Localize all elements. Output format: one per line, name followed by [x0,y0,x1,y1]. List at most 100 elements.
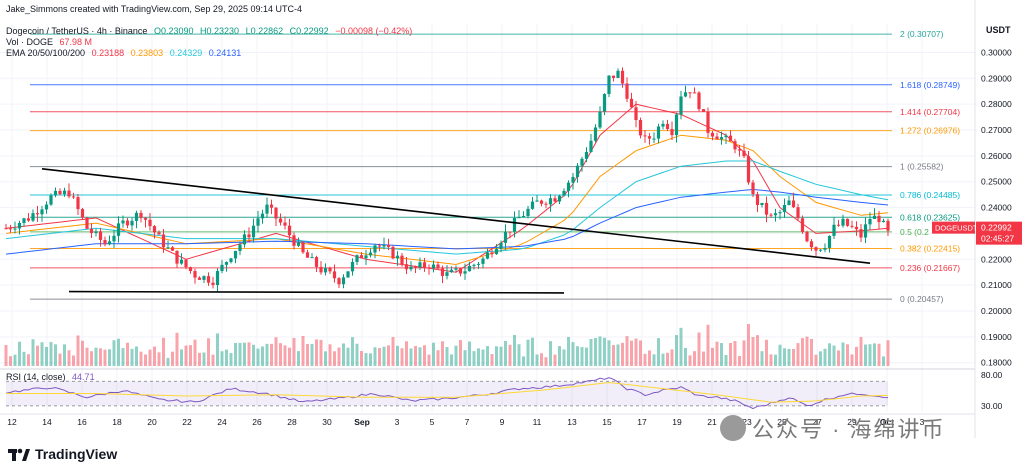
volume-bar [774,354,777,366]
candle-body [256,218,260,226]
candle-body [107,241,112,245]
candle [872,208,877,220]
candle-body [544,203,548,205]
candle [161,229,166,253]
candle-body [737,149,742,151]
candle [211,276,215,289]
volume-bar [468,341,471,366]
ema-lines [5,103,889,273]
volume-bar [666,352,669,366]
candle-body [832,224,836,236]
candle [260,209,265,224]
time-tick-label: 14 [42,417,52,427]
candle [98,227,103,247]
candle [215,268,220,293]
candle [598,106,602,130]
volume-bar [351,337,354,366]
volume-bar [153,346,156,366]
candle-body [301,242,305,253]
candle-body [152,226,157,233]
candle [683,85,688,98]
volume-bar [58,353,62,366]
volume-bar [621,342,624,366]
volume-bar [90,351,93,366]
volume-bar [13,354,17,366]
candle-body [526,208,530,217]
volume-bar [441,341,444,366]
rsi-line [5,377,889,410]
candle [337,276,341,289]
volume-bar [886,340,890,366]
rsi-ma-line [6,381,889,403]
ohlc-high: H0.23230 [200,26,240,36]
volume-bar [211,354,215,366]
candle [503,224,508,250]
candle [283,216,287,230]
ema-line[interactable]: EMA 20/50/100/200 0.23188 0.23803 0.2432… [6,48,245,59]
candle [755,191,760,213]
candle [467,261,472,272]
candle-body [400,255,404,265]
candle [562,188,566,197]
candle [206,272,211,286]
candle [764,196,769,223]
candle-body [89,228,94,234]
volume-bar [810,338,813,366]
symbol-name[interactable]: Dogecoin / TetherUS · 4h · Binance [6,26,148,36]
candle-body [638,120,643,136]
candle [445,265,449,280]
candle-body [413,266,418,268]
rsi-label[interactable]: RSI (14, close) 44.71 [6,372,99,383]
candle-body [247,234,251,238]
volume-bar [765,339,768,366]
candle [323,263,328,276]
volume-bar [607,340,611,366]
candle [859,224,863,242]
ema-label: EMA 20/50/100/200 [6,48,86,58]
candle-body [319,266,323,273]
candle [670,121,674,140]
volume-bar [747,324,750,366]
candle-body [143,217,148,220]
volume-bar [18,341,21,366]
ohlc-low: L0.22862 [245,26,284,36]
candle-body [278,218,283,223]
candle [661,120,665,130]
candle-body [62,190,67,195]
volume-bar [40,342,44,366]
candle-body [746,156,751,183]
candle-body [85,217,89,229]
candle-body [35,213,40,215]
volume-bar [540,353,543,366]
candle-body [755,194,760,205]
candle [710,130,715,141]
volume-bar [877,343,881,366]
ema50-value: 0.23803 [130,48,164,58]
candle-body [80,209,85,218]
candle [814,246,818,256]
candle-body [49,195,53,205]
volume-bar [27,354,30,366]
candle-body [229,258,233,263]
candle [634,101,638,128]
candle-body [148,219,152,227]
ema100-value: 0.24329 [169,48,203,58]
volume-bar [382,346,386,366]
fib-level-label: 1 (0.25582) [900,162,944,172]
candle-body [769,214,773,216]
candle [472,263,476,270]
volume-bar [175,332,179,366]
volume-bar [337,347,341,366]
candles [4,67,890,293]
volume-bar [324,351,327,366]
candle [440,265,445,284]
volume-bar [459,340,462,366]
candle-body [805,231,809,242]
volume-line[interactable]: Vol · DOGE 67.98 M [6,37,96,48]
candle-body [139,212,143,218]
candle [512,211,517,238]
time-tick-label: 9 [500,417,505,427]
tradingview-logo[interactable]: TradingView [8,446,117,462]
candle [22,217,26,227]
